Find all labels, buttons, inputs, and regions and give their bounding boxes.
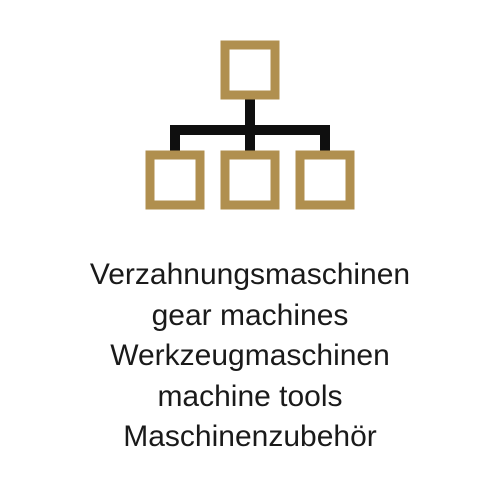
- text-line-3: Werkzeugmaschinen: [90, 336, 410, 377]
- text-line-5: Maschinenzubehör: [90, 417, 410, 458]
- text-line-1: Verzahnungsmaschinen: [90, 255, 410, 296]
- hierarchy-icon: [125, 40, 375, 225]
- text-line-2: gear machines: [90, 296, 410, 337]
- category-text-block: Verzahnungsmaschinen gear machines Werkz…: [90, 255, 410, 458]
- text-line-4: machine tools: [90, 377, 410, 418]
